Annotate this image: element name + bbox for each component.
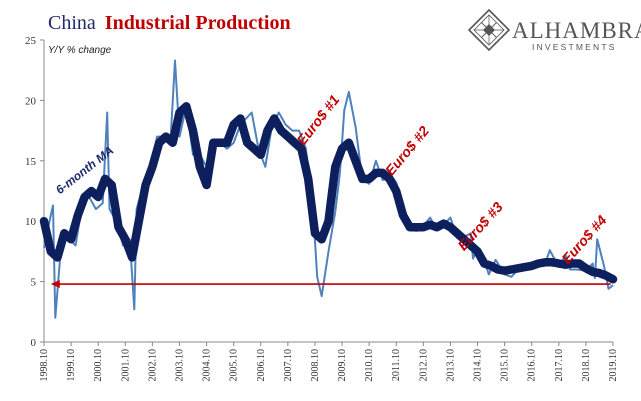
x-tick-label: 2002.10 xyxy=(147,349,158,382)
diamond-lattice-icon xyxy=(467,8,511,52)
annotation-eurodollar-3: Euro$ #3 xyxy=(454,199,506,254)
y-tick-label: 25 xyxy=(25,35,37,47)
y-axis-label: Y/Y % change xyxy=(48,45,112,56)
x-tick-label: 2018.10 xyxy=(581,349,592,382)
x-tick-label: 2015.10 xyxy=(500,349,511,382)
x-tick-label: 2017.10 xyxy=(554,349,565,382)
chart-title-industrial-production: Industrial Production xyxy=(105,12,291,34)
logo-subtitle: INVESTMENTS xyxy=(532,42,617,52)
x-tick-label: 2001.10 xyxy=(120,349,131,382)
y-tick-label: 20 xyxy=(25,95,37,107)
x-tick-label: 2014.10 xyxy=(473,349,484,382)
x-tick-label: 2011.10 xyxy=(391,349,402,381)
x-tick-label: 2003.10 xyxy=(174,349,185,382)
alhambra-logo: ALHAMBRA INVESTMENTS xyxy=(467,8,641,52)
x-tick-label: 2006.10 xyxy=(256,349,267,382)
x-tick-label: 2008.10 xyxy=(310,349,321,382)
y-ticks: 0 5 10 15 20 25 xyxy=(25,35,44,349)
x-tick-label: 1999.10 xyxy=(66,349,77,382)
x-tick-label: 2016.10 xyxy=(527,349,538,382)
x-tick-label: 2005.10 xyxy=(229,349,240,382)
x-ticks: 1998.10 1999.10 2000.10 2001.10 2002.10 2003.… xyxy=(39,342,619,382)
y-tick-label: 0 xyxy=(31,337,37,349)
chart-title-china: China xyxy=(48,12,96,34)
x-tick-label: 2010.10 xyxy=(364,349,375,382)
reference-arrow-head xyxy=(50,280,60,289)
annotation-eurodollar-1: Euro$ #1 xyxy=(293,92,342,149)
reference-arrow xyxy=(50,280,611,289)
x-tick-label: 2004.10 xyxy=(202,349,213,382)
x-tick-label: 1998.10 xyxy=(39,349,50,382)
x-tick-label: 2012.10 xyxy=(418,349,429,382)
annotation-eurodollar-2: Euro$ #2 xyxy=(382,123,432,179)
x-tick-label: 2019.10 xyxy=(608,349,619,382)
chart-title: China Industrial Production xyxy=(48,12,291,34)
plot-frame xyxy=(43,40,613,343)
series-line-moving-average xyxy=(39,102,618,284)
x-tick-label: 2009.10 xyxy=(337,349,348,382)
x-tick-label: 2013.10 xyxy=(445,349,456,382)
y-tick-label: 5 xyxy=(31,277,37,289)
x-tick-label: 2007.10 xyxy=(283,349,294,382)
series-layer xyxy=(39,59,618,319)
y-tick-label: 10 xyxy=(25,216,37,228)
y-tick-label: 15 xyxy=(25,156,37,168)
logo-name: ALHAMBRA xyxy=(512,18,641,43)
annotation-moving-average: 6-month MA xyxy=(53,143,116,197)
x-tick-label: 2000.10 xyxy=(93,349,104,382)
